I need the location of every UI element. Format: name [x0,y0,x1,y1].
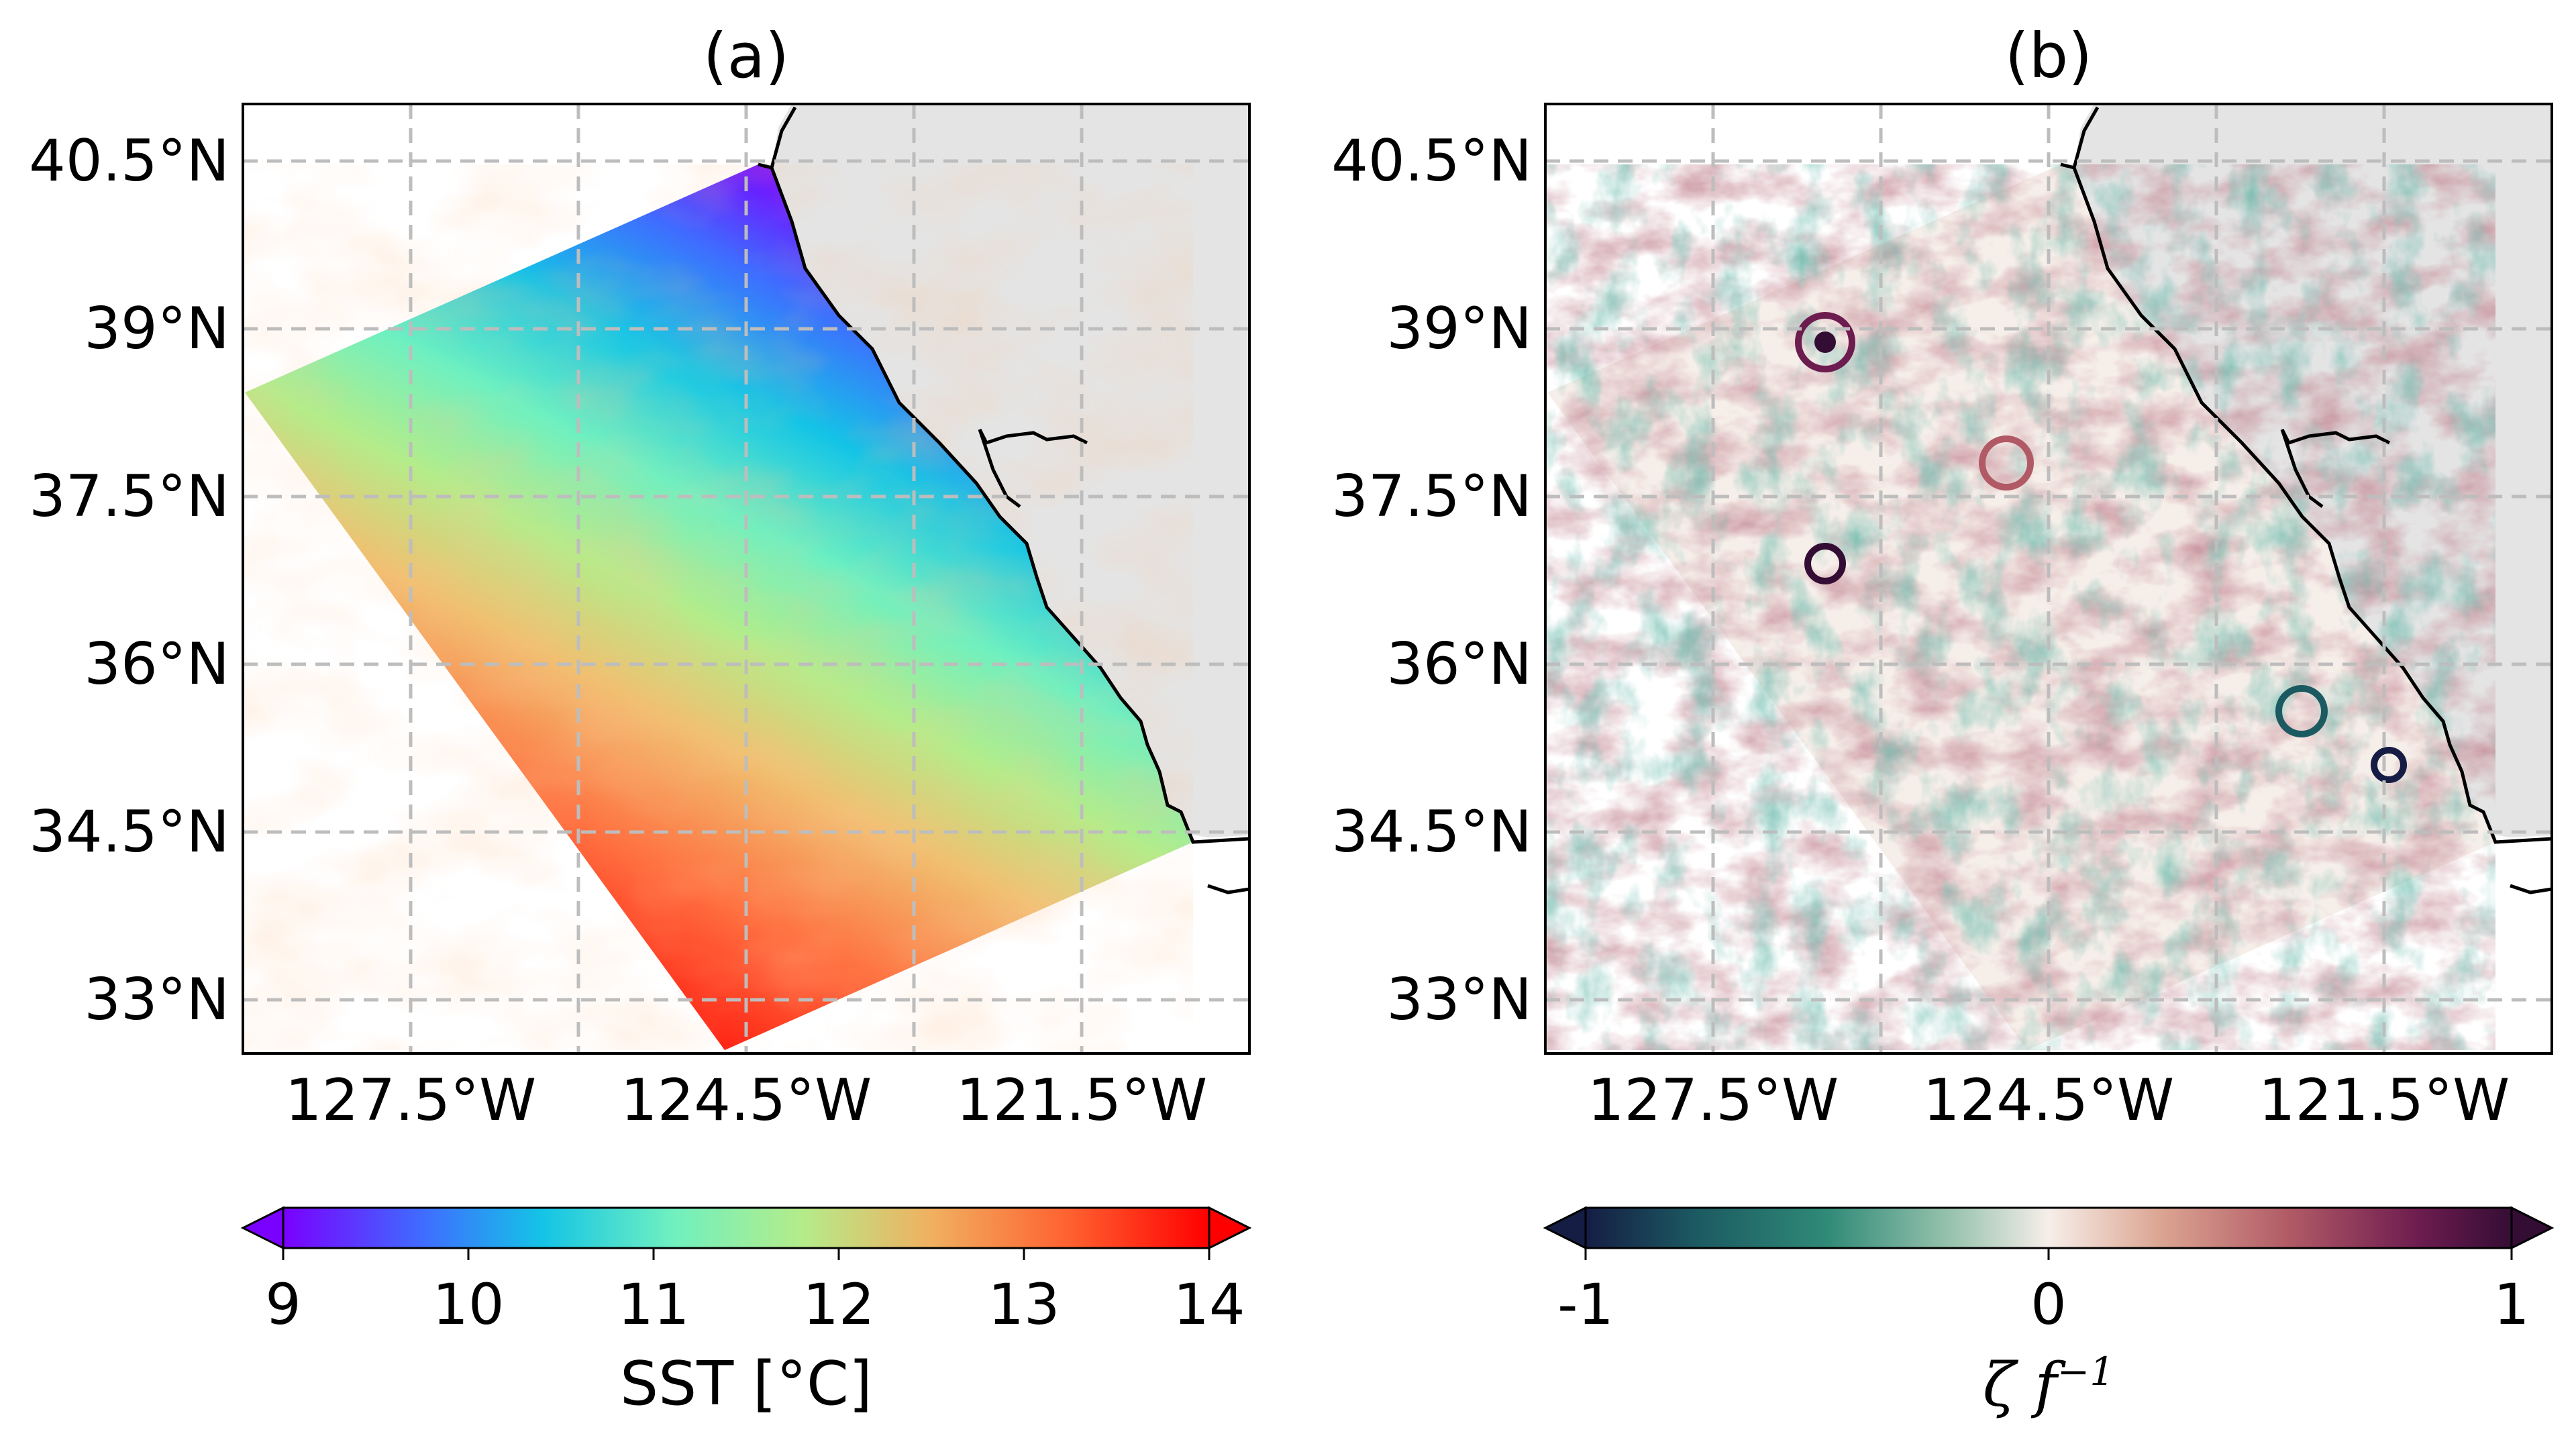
lat-tick-label: 34.5°N [29,798,229,866]
coastline [2060,106,2552,894]
colorbar-tick: 1 [2493,1272,2530,1337]
colorbar-label-vorticity: ζ f−1 [1780,1349,2317,1420]
lon-tick-label: 121.5°W [956,1067,1208,1134]
colorbar-tick: 10 [432,1272,505,1337]
land-area [2074,104,2552,837]
vorticity-exponent: −1 [2057,1349,2115,1394]
coastline [758,106,1249,894]
colorbar-tick: 13 [988,1272,1060,1337]
colorbar-tick: 14 [1173,1272,1245,1337]
colorbar-label-sst: SST [°C] [620,1349,872,1419]
colorbar-tick: 0 [2030,1272,2067,1337]
colorbar-sst [240,1206,1252,1260]
lat-tick-label: 37.5°N [29,463,229,530]
lat-tick-label: 39°N [1386,295,1532,362]
colorbar-tick: 11 [617,1272,690,1337]
lat-tick-label: 39°N [84,295,229,362]
lat-tick-label: 37.5°N [1331,463,1532,530]
gridlines [243,104,1249,1053]
land-area [772,104,1249,837]
lat-tick-label: 33°N [1386,966,1532,1033]
panel-b-title: (b) [2004,20,2093,92]
lat-tick-label: 36°N [84,631,229,698]
lat-tick-label: 40.5°N [1331,127,1532,195]
colorbar-vorticity [1543,1206,2555,1260]
lon-tick-label: 121.5°W [2258,1067,2510,1134]
panel-a-map [242,103,1251,1055]
panel-b-map [1544,103,2553,1055]
lat-tick-label: 33°N [84,966,229,1033]
lat-tick-label: 36°N [1386,631,1532,698]
lon-tick-label: 127.5°W [1587,1067,1839,1134]
colorbar-tick: -1 [1557,1272,1614,1337]
colorbar-tick: 9 [265,1272,301,1337]
lon-tick-label: 124.5°W [1922,1067,2175,1134]
lon-tick-label: 124.5°W [620,1067,872,1134]
lat-tick-label: 40.5°N [29,127,229,195]
panel-a-title: (a) [703,20,790,92]
colorbar-tick: 12 [803,1272,875,1337]
lat-tick-label: 34.5°N [1331,798,1532,866]
gridlines [1545,104,2552,1053]
lon-tick-label: 127.5°W [285,1067,537,1134]
vorticity-symbol: ζ f [1982,1350,2057,1420]
